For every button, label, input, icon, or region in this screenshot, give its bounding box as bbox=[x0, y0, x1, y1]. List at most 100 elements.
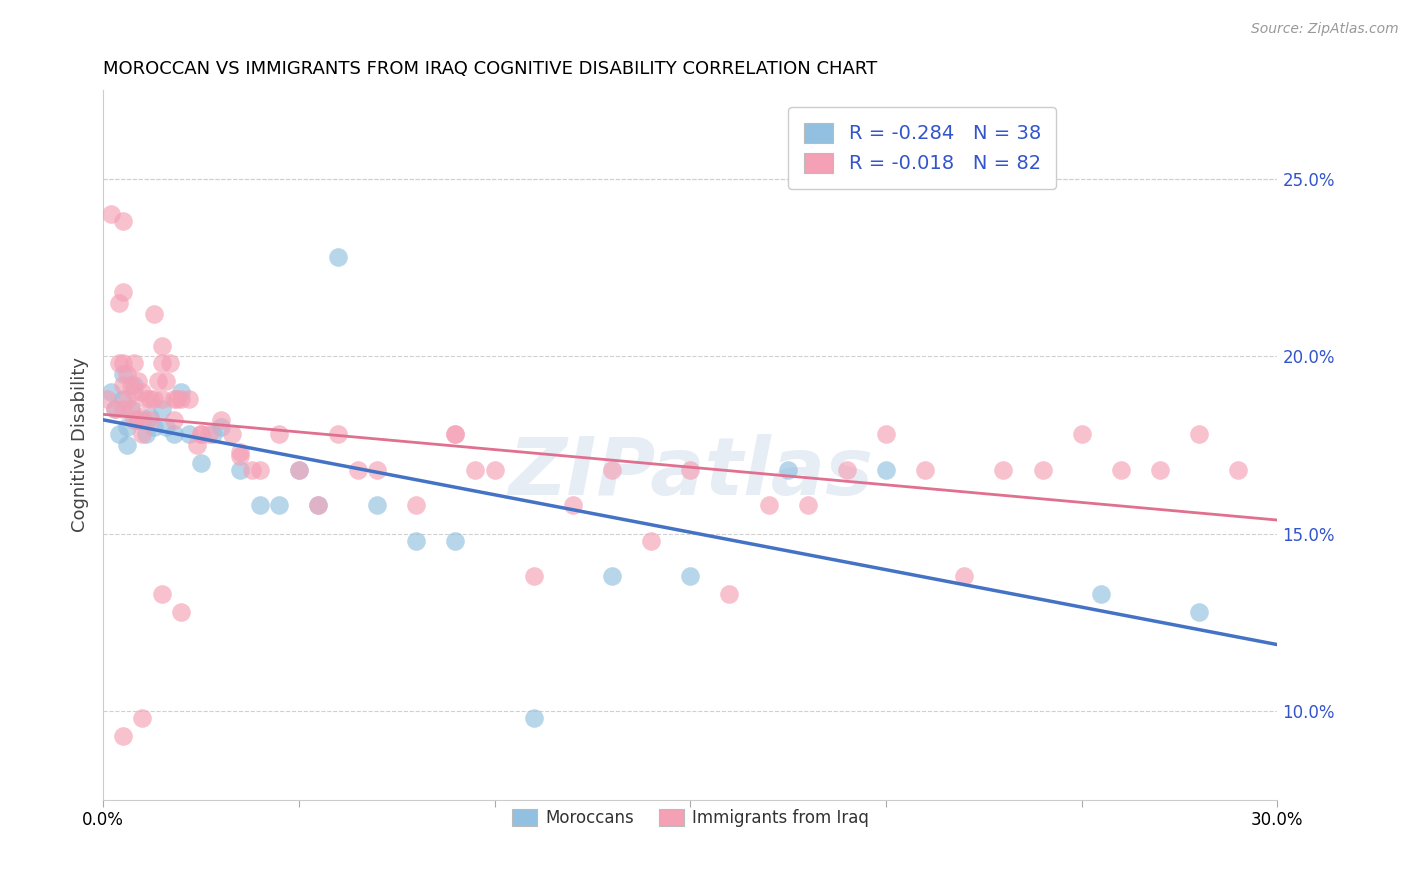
Point bbox=[758, 498, 780, 512]
Point bbox=[1031, 463, 1053, 477]
Point bbox=[124, 356, 146, 370]
Point bbox=[139, 392, 162, 406]
Point bbox=[778, 463, 800, 477]
Point bbox=[170, 605, 193, 619]
Point bbox=[170, 392, 193, 406]
Point bbox=[170, 384, 193, 399]
Point bbox=[120, 402, 142, 417]
Point bbox=[100, 384, 122, 399]
Point bbox=[124, 384, 146, 399]
Point bbox=[143, 307, 166, 321]
Point bbox=[111, 356, 134, 370]
Point bbox=[875, 427, 897, 442]
Point bbox=[444, 427, 467, 442]
Point bbox=[155, 420, 177, 434]
Point bbox=[1188, 605, 1211, 619]
Point bbox=[444, 427, 467, 442]
Point bbox=[107, 356, 129, 370]
Point bbox=[111, 402, 134, 417]
Point bbox=[107, 296, 129, 310]
Point bbox=[201, 427, 224, 442]
Point bbox=[104, 402, 127, 417]
Point bbox=[150, 338, 173, 352]
Point bbox=[139, 409, 162, 424]
Point bbox=[162, 427, 184, 442]
Point bbox=[326, 250, 349, 264]
Point bbox=[135, 427, 157, 442]
Point bbox=[523, 711, 546, 725]
Point bbox=[115, 420, 138, 434]
Point bbox=[111, 214, 134, 228]
Point bbox=[366, 498, 388, 512]
Point bbox=[405, 498, 427, 512]
Point bbox=[104, 402, 127, 417]
Point bbox=[124, 413, 146, 427]
Point bbox=[120, 377, 142, 392]
Point bbox=[269, 498, 291, 512]
Point bbox=[288, 463, 311, 477]
Point bbox=[249, 498, 271, 512]
Y-axis label: Cognitive Disability: Cognitive Disability bbox=[72, 358, 89, 533]
Text: Source: ZipAtlas.com: Source: ZipAtlas.com bbox=[1251, 22, 1399, 37]
Point bbox=[464, 463, 486, 477]
Point bbox=[484, 463, 506, 477]
Point bbox=[146, 374, 169, 388]
Point bbox=[190, 427, 212, 442]
Point bbox=[150, 402, 173, 417]
Point bbox=[346, 463, 368, 477]
Point bbox=[1109, 463, 1132, 477]
Point bbox=[269, 427, 291, 442]
Text: ZIPatlas: ZIPatlas bbox=[508, 434, 873, 512]
Point bbox=[190, 456, 212, 470]
Point bbox=[139, 413, 162, 427]
Point bbox=[127, 374, 149, 388]
Point bbox=[307, 498, 329, 512]
Point bbox=[186, 438, 208, 452]
Point bbox=[155, 374, 177, 388]
Point bbox=[679, 463, 702, 477]
Point bbox=[718, 587, 741, 601]
Point bbox=[166, 392, 188, 406]
Point bbox=[111, 285, 134, 300]
Point bbox=[131, 409, 153, 424]
Point bbox=[326, 427, 349, 442]
Point bbox=[914, 463, 936, 477]
Point bbox=[179, 427, 201, 442]
Point bbox=[115, 392, 138, 406]
Point bbox=[953, 569, 976, 583]
Point bbox=[115, 438, 138, 452]
Point bbox=[107, 427, 129, 442]
Point bbox=[875, 463, 897, 477]
Point bbox=[249, 463, 271, 477]
Point bbox=[150, 392, 173, 406]
Point bbox=[221, 427, 243, 442]
Point bbox=[640, 533, 662, 548]
Point bbox=[190, 427, 212, 442]
Point bbox=[600, 463, 623, 477]
Point bbox=[993, 463, 1015, 477]
Point bbox=[143, 420, 166, 434]
Point bbox=[179, 392, 201, 406]
Point bbox=[131, 427, 153, 442]
Point bbox=[366, 463, 388, 477]
Point bbox=[111, 729, 134, 743]
Point bbox=[96, 392, 118, 406]
Point bbox=[796, 498, 818, 512]
Point bbox=[835, 463, 858, 477]
Point bbox=[1090, 587, 1112, 601]
Point bbox=[198, 427, 221, 442]
Point bbox=[307, 498, 329, 512]
Point bbox=[131, 413, 153, 427]
Point bbox=[115, 367, 138, 381]
Point bbox=[229, 449, 252, 463]
Point bbox=[131, 384, 153, 399]
Point bbox=[111, 392, 134, 406]
Point bbox=[523, 569, 546, 583]
Point bbox=[127, 413, 149, 427]
Text: MOROCCAN VS IMMIGRANTS FROM IRAQ COGNITIVE DISABILITY CORRELATION CHART: MOROCCAN VS IMMIGRANTS FROM IRAQ COGNITI… bbox=[103, 60, 877, 78]
Point bbox=[150, 587, 173, 601]
Point bbox=[127, 413, 149, 427]
Point bbox=[209, 420, 232, 434]
Point bbox=[124, 377, 146, 392]
Point bbox=[120, 402, 142, 417]
